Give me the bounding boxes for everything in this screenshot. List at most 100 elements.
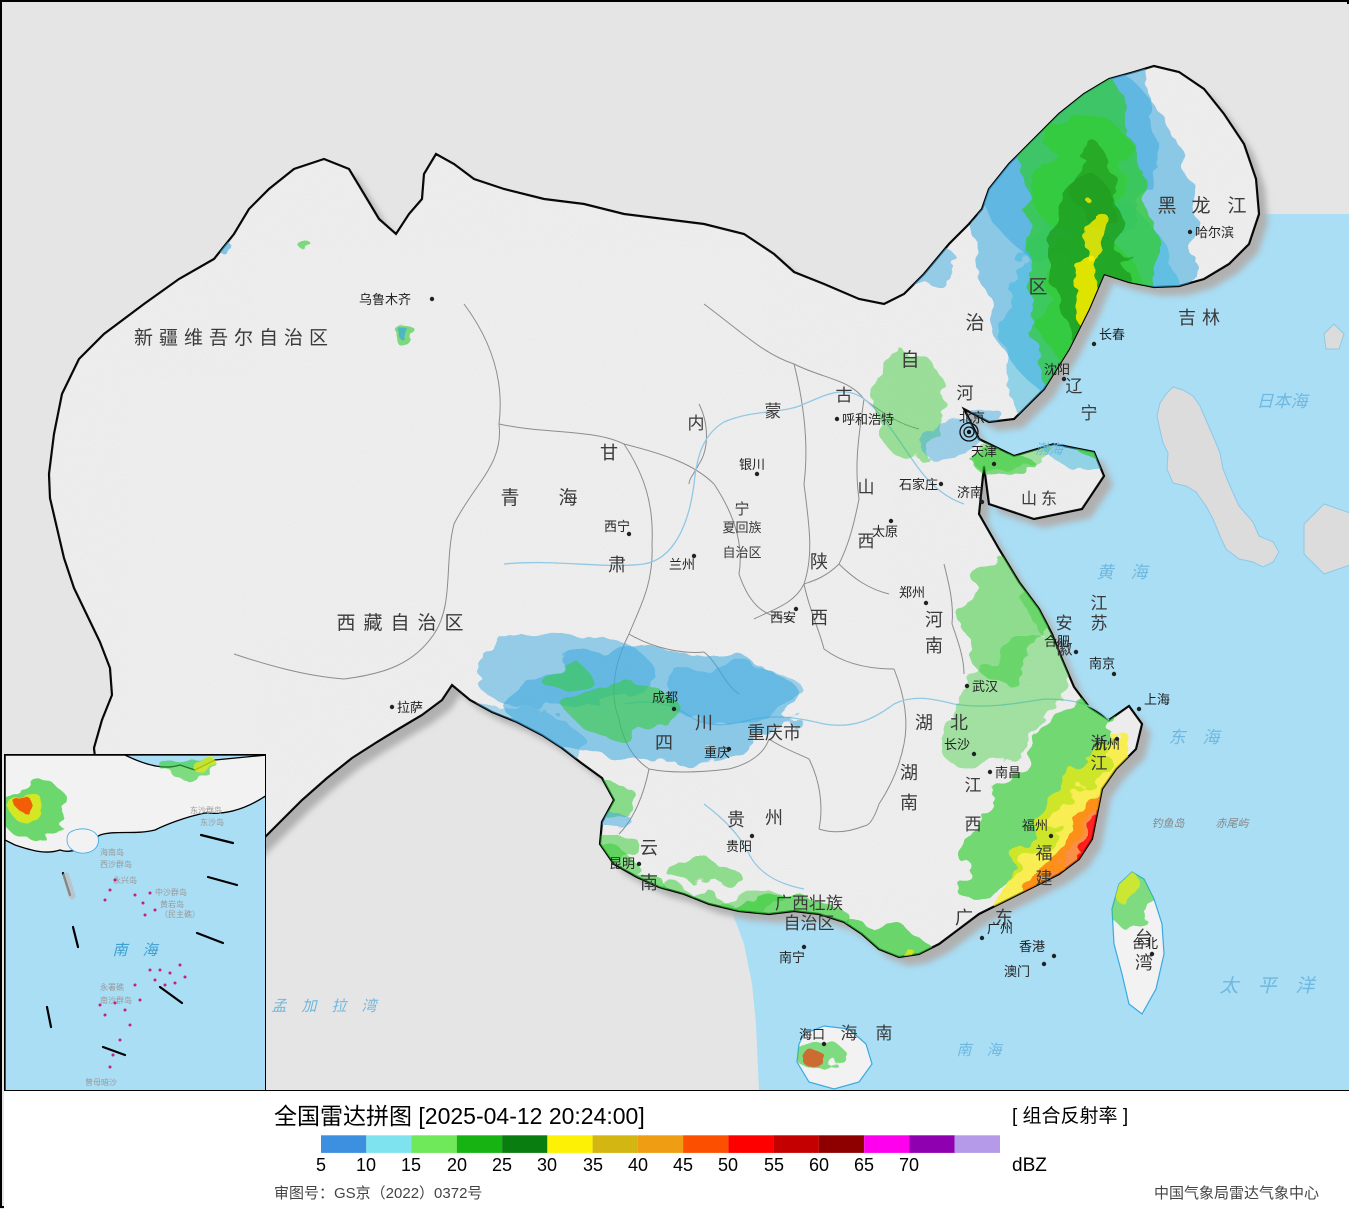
svg-text:川: 川 [695,713,713,733]
svg-text:福州: 福州 [1022,818,1048,833]
svg-text:江: 江 [1227,195,1246,217]
svg-text:龙: 龙 [1191,195,1210,217]
svg-text:中国气象局雷达气象中心: 中国气象局雷达气象中心 [1154,1185,1319,1202]
svg-text:北: 北 [950,713,968,733]
svg-text:广州: 广州 [987,921,1013,936]
svg-text:曾母暗沙: 曾母暗沙 [85,1077,117,1087]
svg-text:陕: 陕 [810,552,828,572]
svg-text:东: 东 [1041,490,1057,508]
svg-text:山: 山 [1021,490,1037,508]
svg-text:河: 河 [957,384,974,403]
svg-text:兰州: 兰州 [669,557,695,572]
svg-text:渤海: 渤海 [1035,441,1065,457]
svg-text:审图号：GS京（2022）0372号: 审图号：GS京（2022）0372号 [274,1185,482,1202]
svg-text:70: 70 [899,1155,919,1175]
svg-text:云: 云 [640,838,658,858]
svg-text:州: 州 [765,808,783,828]
svg-text:东 海: 东 海 [1169,728,1223,747]
svg-text:海口: 海口 [799,1027,825,1042]
svg-text:北京: 北京 [959,410,985,425]
svg-text:乌鲁木齐: 乌鲁木齐 [359,292,411,307]
svg-text:永兴岛: 永兴岛 [113,875,137,885]
svg-text:吉: 吉 [1178,308,1196,328]
svg-text:蒙: 蒙 [765,402,782,421]
svg-text:南 海: 南 海 [956,1042,1003,1059]
svg-text:25: 25 [492,1155,512,1175]
svg-text:西宁: 西宁 [604,519,630,534]
svg-text:重庆: 重庆 [704,745,730,760]
svg-text:长春: 长春 [1099,327,1125,342]
svg-text:自治区: 自治区 [784,914,835,933]
svg-text:拉萨: 拉萨 [397,700,423,715]
svg-text:西藏自治区: 西藏自治区 [336,612,471,634]
svg-text:区: 区 [1028,277,1047,298]
svg-text:太 平 洋: 太 平 洋 [1219,975,1316,997]
svg-text:重庆市: 重庆市 [747,723,801,743]
svg-text:50: 50 [718,1155,738,1175]
svg-text:昆明: 昆明 [609,856,635,871]
svg-text:宁: 宁 [1081,404,1098,423]
svg-text:沈阳: 沈阳 [1044,362,1070,377]
svg-text:[ 组合反射率 ]: [ 组合反射率 ] [1012,1105,1128,1127]
svg-text:10: 10 [356,1155,376,1175]
svg-text:海南岛: 海南岛 [100,847,124,857]
svg-text:30: 30 [537,1155,557,1175]
svg-text:银川: 银川 [739,457,765,472]
svg-text:古: 古 [836,386,853,405]
svg-text:呼和浩特: 呼和浩特 [842,412,894,427]
svg-text:台北: 台北 [1132,936,1158,951]
svg-text:南宁: 南宁 [779,950,805,965]
svg-text:20: 20 [447,1155,467,1175]
svg-text:南: 南 [640,873,658,893]
svg-text:安: 安 [1056,614,1073,633]
svg-text:广: 广 [955,908,973,928]
svg-text:南昌: 南昌 [995,765,1021,780]
svg-text:5: 5 [316,1155,326,1175]
svg-text:南: 南 [925,636,943,656]
svg-text:新疆维吾尔自治区: 新疆维吾尔自治区 [134,327,334,349]
svg-text:西: 西 [810,608,828,628]
svg-text:杭州: 杭州 [1094,737,1120,752]
svg-text:苏: 苏 [1091,614,1108,633]
svg-text:全国雷达拼图 [2025-04-12 20:24:00]: 全国雷达拼图 [2025-04-12 20:24:00] [274,1103,645,1129]
svg-text:西沙群岛: 西沙群岛 [100,859,132,869]
svg-text:四: 四 [655,733,673,753]
svg-text:夏回族: 夏回族 [722,520,761,535]
svg-text:宁: 宁 [734,501,749,518]
svg-text:中沙群岛: 中沙群岛 [155,887,187,897]
svg-text:60: 60 [809,1155,829,1175]
svg-text:合肥: 合肥 [1044,634,1070,649]
svg-text:江: 江 [1091,594,1108,613]
svg-text:河: 河 [925,610,943,630]
svg-text:西: 西 [965,815,982,834]
svg-text:辽: 辽 [1066,377,1083,396]
svg-text:甘: 甘 [600,443,618,463]
svg-text:35: 35 [583,1155,603,1175]
svg-text:湖: 湖 [900,763,918,783]
svg-text:55: 55 [764,1155,784,1175]
svg-text:15: 15 [401,1155,421,1175]
svg-text:武汉: 武汉 [972,679,998,694]
svg-text:太原: 太原 [872,524,898,539]
svg-text:dBZ: dBZ [1012,1155,1047,1176]
svg-text:自治区: 自治区 [722,545,761,560]
svg-text:南 海: 南 海 [112,942,159,959]
svg-text:40: 40 [628,1155,648,1175]
svg-text:自: 自 [900,349,919,371]
svg-text:南京: 南京 [1089,656,1115,671]
svg-text:肃: 肃 [608,555,626,575]
svg-text:上海: 上海 [1144,692,1170,707]
svg-text:澳门: 澳门 [1004,964,1030,979]
svg-text:东沙群岛: 东沙群岛 [190,805,222,815]
svg-text:海: 海 [841,1024,858,1043]
svg-text:45: 45 [673,1155,693,1175]
svg-text:江: 江 [1091,754,1108,773]
svg-text:黄 海: 黄 海 [1097,563,1151,582]
svg-text:长沙: 长沙 [944,737,970,752]
svg-text:林: 林 [1202,308,1220,328]
svg-text:内: 内 [688,414,705,433]
svg-text:钓鱼岛: 钓鱼岛 [1152,817,1186,830]
svg-text:香港: 香港 [1019,939,1045,954]
svg-text:（民主礁）: （民主礁） [160,909,200,919]
svg-text:南: 南 [900,793,918,813]
